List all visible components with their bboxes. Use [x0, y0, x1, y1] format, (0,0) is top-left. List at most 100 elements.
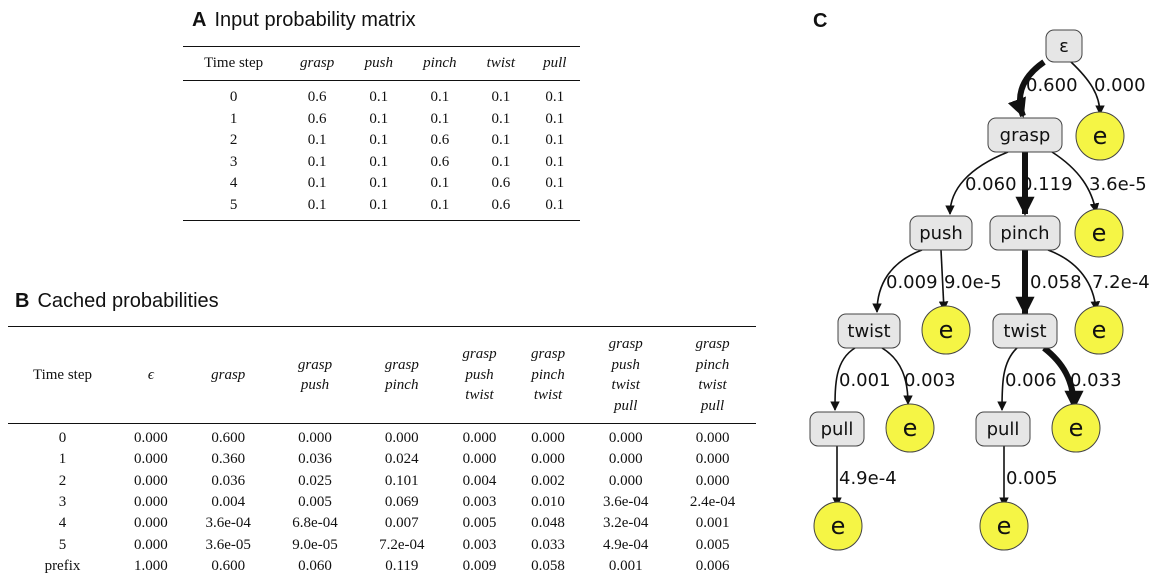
end-node-label: e: [1093, 122, 1108, 150]
table-cell: 0.033: [514, 534, 583, 555]
table-cell: 0.058: [514, 556, 583, 577]
table-cell: 0: [8, 424, 117, 450]
edge-label-twistL-pull: 0.001: [839, 370, 891, 391]
table-cell: 0.000: [669, 449, 756, 470]
column-header: grasp pinch twist pull: [669, 327, 756, 424]
table-cell: 0.1: [350, 195, 407, 221]
end-node-label: e: [997, 512, 1012, 540]
table-cell: 0.1: [530, 173, 580, 195]
table-cell: 0.1: [350, 109, 407, 131]
table-cell: 1.000: [117, 556, 185, 577]
table-cell: 0.1: [408, 195, 473, 221]
table-cell: 0.1: [472, 152, 530, 174]
table-cell: 1: [8, 449, 117, 470]
table-cell: 3: [183, 152, 284, 174]
panel-a-title: A Input probability matrix: [192, 9, 416, 32]
node-pull-left-label: pull: [821, 419, 854, 440]
node-pull-right: pull: [976, 412, 1030, 446]
table-cell: 2: [8, 471, 117, 492]
column-header-line: twist: [698, 377, 726, 393]
edge-label-grasp-end: 3.6e-5: [1089, 174, 1147, 195]
edge-label-pullL-end: 4.9e-4: [839, 468, 897, 489]
table-cell: 0.1: [530, 195, 580, 221]
edge-label-pinch-end: 7.2e-4: [1092, 272, 1150, 293]
table-cell: 0.1: [350, 152, 407, 174]
column-header-line: pinch: [696, 357, 729, 373]
node-pull-left: pull: [810, 412, 864, 446]
column-header-line: push: [465, 367, 493, 383]
node-grasp: grasp: [988, 118, 1062, 152]
table-cell: prefix: [8, 556, 117, 577]
column-header-line: grasp: [695, 336, 729, 352]
end-node-label: e: [1092, 316, 1107, 344]
table-cell: 0.1: [350, 173, 407, 195]
node-twist-right: twist: [993, 314, 1057, 348]
table-cell: 0.6: [472, 195, 530, 221]
column-header: twist: [472, 47, 530, 81]
table-cell: 4: [183, 173, 284, 195]
table-cell: 0.1: [530, 152, 580, 174]
table-cell: 0.007: [358, 513, 445, 534]
end-node-pull-left: e: [814, 502, 862, 550]
table-cell: 0.036: [185, 471, 272, 492]
column-header-line: pull: [701, 398, 724, 414]
table-cell: 0.000: [117, 513, 185, 534]
table-cell: 0.600: [185, 556, 272, 577]
table-cell: 0.6: [284, 109, 350, 131]
table-cell: 0.6: [472, 173, 530, 195]
table-cell: 0.000: [445, 449, 514, 470]
table-cell: 0.1: [408, 81, 473, 109]
column-header-line: grasp: [298, 357, 332, 373]
end-node-twist-right: e: [1052, 404, 1100, 452]
end-node-root: e: [1076, 112, 1124, 160]
edge-label-twistL-end: 0.003: [904, 370, 956, 391]
end-node-label: e: [903, 414, 918, 442]
column-header-line: grasp: [211, 367, 245, 383]
node-root: ε: [1046, 30, 1082, 62]
table-cell: 0.1: [472, 81, 530, 109]
table-cell: 0.069: [358, 492, 445, 513]
table-cell: 0.010: [514, 492, 583, 513]
column-header-line: grasp: [609, 336, 643, 352]
panel-b-title-text: Cached probabilities: [37, 290, 218, 312]
table-cell: 0.1: [350, 81, 407, 109]
table-cell: 0.004: [185, 492, 272, 513]
table-cell: 4.9e-04: [582, 534, 669, 555]
panel-a-title-text: Input probability matrix: [214, 9, 415, 31]
column-header: pull: [530, 47, 580, 81]
column-header: ϵ: [117, 327, 185, 424]
table-cell: 0.6: [284, 81, 350, 109]
table-cell: 0.005: [669, 534, 756, 555]
table-cell: 0.1: [284, 173, 350, 195]
table-cell: 3: [8, 492, 117, 513]
panel-a-letter: A: [192, 9, 206, 31]
node-twist-left-label: twist: [847, 321, 890, 342]
table-cell: 0.000: [117, 471, 185, 492]
table-cell: 0.119: [358, 556, 445, 577]
node-push: push: [910, 216, 972, 250]
table-cell: 0.6: [408, 152, 473, 174]
table-cell: 0.360: [185, 449, 272, 470]
table-cell: 0.024: [358, 449, 445, 470]
table-cell: 3.2e-04: [582, 513, 669, 534]
column-header-line: twist: [465, 387, 493, 403]
column-header: Time step: [8, 327, 117, 424]
table-cell: 0.048: [514, 513, 583, 534]
table-cell: 0.1: [530, 109, 580, 131]
end-node-push: e: [922, 306, 970, 354]
column-header: grasp: [185, 327, 272, 424]
table-cell: 0.000: [117, 424, 185, 450]
column-header-line: grasp: [385, 357, 419, 373]
column-header-line: grasp: [531, 346, 565, 362]
edge-label-root-grasp: 0.600: [1026, 75, 1078, 96]
